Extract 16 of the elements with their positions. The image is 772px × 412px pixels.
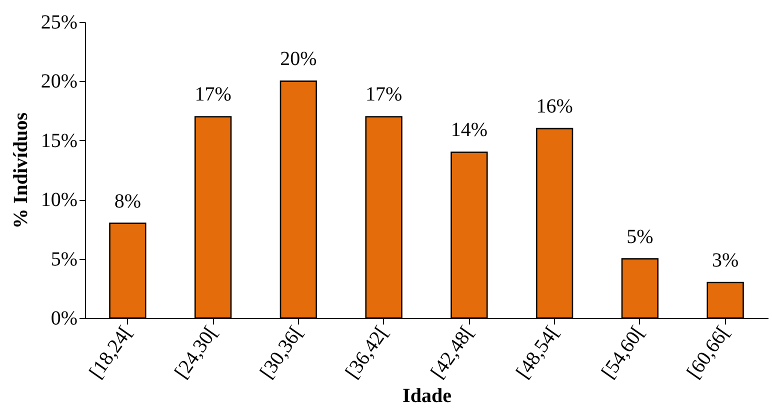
data-label: 14% xyxy=(450,119,488,142)
data-label: 17% xyxy=(365,84,402,106)
y-tick-label: 15% xyxy=(40,130,78,152)
y-tick-label: 10% xyxy=(40,189,78,212)
data-label: 17% xyxy=(194,84,232,106)
y-tick-label: 5% xyxy=(50,248,78,270)
y-tick-label: 0% xyxy=(50,308,78,330)
y-tick-label: 25% xyxy=(40,12,78,34)
y-tick-label: 20% xyxy=(40,70,78,93)
data-label: 3% xyxy=(712,249,739,272)
y-axis-title: % Indivíduos xyxy=(10,112,32,229)
data-label: 20% xyxy=(280,48,317,70)
data-label: 8% xyxy=(114,190,142,212)
x-axis-title: Idade xyxy=(402,385,452,408)
data-label: 5% xyxy=(626,226,654,248)
data-label: 16% xyxy=(536,96,573,118)
